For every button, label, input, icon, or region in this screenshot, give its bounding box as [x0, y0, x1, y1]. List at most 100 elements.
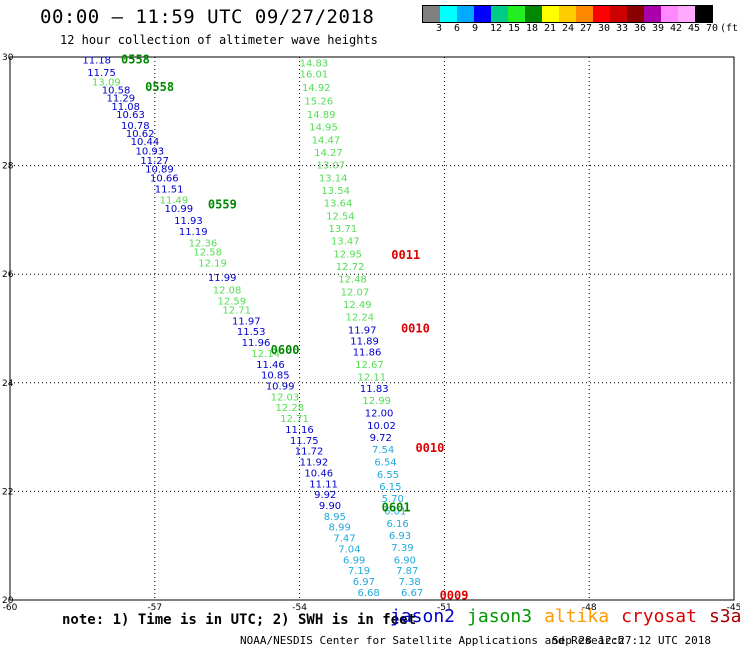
wave-height-label: 12.08: [213, 285, 242, 296]
colorbar-label: 3: [436, 23, 443, 34]
wave-height-label: 7.39: [391, 543, 413, 554]
wave-height-label: 12.07: [341, 288, 370, 299]
wave-height-label: 7.19: [348, 566, 370, 577]
colorbar-swatch: [423, 6, 440, 22]
colorbar-label: 39: [652, 23, 665, 34]
wave-height-label: 12.49: [343, 300, 372, 311]
colorbar-label: 21: [544, 23, 557, 34]
wave-height-label: 5.70: [382, 494, 404, 505]
wave-height-label: 11.75: [87, 68, 116, 79]
colorbar-swatch: [678, 6, 695, 22]
chart-subtitle: 12 hour collection of altimeter wave hei…: [60, 33, 378, 47]
x-tick-label: -45: [727, 603, 740, 613]
wave-height-label: 12.03: [271, 392, 300, 403]
wave-height-label: 15.26: [304, 96, 333, 107]
wave-height-label: 7.87: [396, 566, 418, 577]
wave-height-label: 6.15: [379, 482, 401, 493]
colorbar-swatch: [695, 6, 712, 22]
time-annotation: 0559: [208, 198, 237, 212]
colorbar-label: 42: [670, 23, 683, 34]
wave-height-label: 12.59: [218, 296, 247, 307]
wave-height-label: 10.44: [131, 137, 160, 148]
y-tick-label: 24: [2, 379, 14, 389]
wave-height-label: 6.97: [353, 577, 375, 588]
wave-height-label: 13.09: [92, 77, 121, 88]
time-annotation: 0601: [382, 501, 411, 515]
wave-height-label: 12.14: [251, 349, 280, 360]
wave-height-label: 16.01: [300, 69, 329, 80]
wave-height-label: 6.99: [343, 555, 365, 566]
x-tick-label: -51: [437, 603, 452, 613]
wave-height-label: 6.68: [358, 588, 380, 599]
wave-height-label: 8.95: [324, 512, 346, 523]
colorbar-label: 33: [616, 23, 629, 34]
y-tick-label: 30: [2, 53, 14, 63]
wave-height-label: 11.89: [350, 336, 379, 347]
time-annotation: 0010: [401, 322, 430, 336]
wave-height-label: 6.01: [384, 506, 406, 517]
y-tick-label: 22: [2, 487, 13, 497]
wave-height-label: 9.92: [314, 490, 336, 501]
wave-height-label: 11.75: [290, 436, 319, 447]
wave-height-label: 12.71: [222, 305, 251, 316]
x-tick-label: -57: [147, 603, 162, 613]
footer-note: note: 1) Time is in UTC; 2) SWH is in fe…: [62, 612, 417, 628]
wave-height-label: 9.72: [370, 433, 392, 444]
wave-height-label: 14.47: [312, 136, 341, 147]
wave-height-label: 11.53: [237, 327, 266, 338]
wave-height-label: 11.92: [300, 458, 329, 469]
x-tick-label: -48: [582, 603, 597, 613]
colorbar-label: 9: [472, 23, 479, 34]
wave-height-label: 14.89: [307, 110, 336, 121]
legend-entry: jason3: [467, 606, 533, 627]
colorbar-swatch: [576, 6, 593, 22]
wave-height-label: 11.49: [160, 195, 189, 206]
colorbar-label: 36: [634, 23, 647, 34]
legend-entry: s3a: [708, 606, 740, 627]
wave-height-label: 11.93: [174, 216, 203, 227]
wave-height-label: 10.62: [126, 129, 155, 140]
wave-height-label: 11.83: [360, 384, 389, 395]
wave-height-label: 6.54: [374, 458, 396, 469]
wave-height-label: 11.86: [353, 347, 382, 358]
wave-height-label: 12.72: [336, 262, 365, 273]
x-tick-label: -54: [292, 603, 307, 613]
wave-height-label: 11.97: [348, 326, 377, 337]
wave-height-label: 8.99: [329, 523, 351, 534]
y-tick-label: 26: [2, 270, 14, 280]
wave-height-label: 11.29: [107, 94, 136, 105]
wave-height-label: 7.47: [333, 534, 355, 545]
wave-height-label: 11.99: [208, 273, 237, 284]
wave-height-label: 10.02: [367, 421, 396, 432]
wave-height-label: 11.27: [140, 156, 169, 167]
wave-height-label: 10.46: [304, 468, 333, 479]
colorbar-swatch: [491, 6, 508, 22]
colorbar-swatch: [610, 6, 627, 22]
time-annotation: 0600: [271, 343, 300, 357]
wave-height-label: 10.78: [121, 121, 150, 132]
colorbar-label: (ft): [720, 23, 740, 34]
wave-height-label: 6.16: [386, 519, 408, 530]
wave-height-label: 7.54: [372, 445, 394, 456]
wave-height-label: 12.99: [362, 396, 391, 407]
colorbar-label: 12: [490, 23, 503, 34]
wave-height-label: 9.90: [319, 501, 341, 512]
colorbar-label: 30: [598, 23, 611, 34]
credit-line: NOAA/NESDIS Center for Satellite Applica…: [240, 634, 625, 647]
wave-height-label: 11.08: [111, 102, 140, 113]
wave-height-label: 11.11: [309, 479, 338, 490]
colorbar-swatch: [457, 6, 474, 22]
colorbar-label: 18: [526, 23, 539, 34]
colorbar-label: 45: [688, 23, 701, 34]
colorbar-swatch: [593, 6, 610, 22]
wave-height-label: 6.93: [389, 531, 411, 542]
wave-height-label: 13.71: [329, 224, 358, 235]
wave-height-label: 13.47: [331, 237, 360, 248]
wave-height-label: 10.99: [164, 204, 193, 215]
time-annotation: 0558: [121, 53, 150, 67]
wave-height-label: 12.11: [358, 372, 387, 383]
wave-height-label: 12.67: [355, 360, 384, 371]
wave-height-label: 14.92: [302, 83, 331, 94]
wave-height-label: 12.95: [333, 250, 362, 261]
